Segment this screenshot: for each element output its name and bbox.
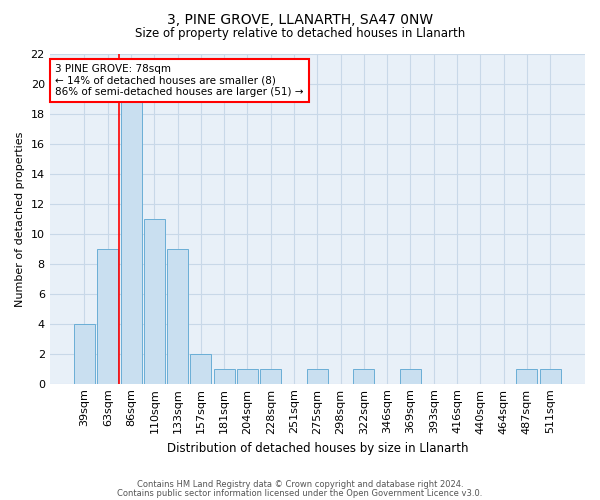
Bar bbox=[353, 368, 374, 384]
Bar bbox=[260, 368, 281, 384]
Bar bbox=[74, 324, 95, 384]
Text: Size of property relative to detached houses in Llanarth: Size of property relative to detached ho… bbox=[135, 28, 465, 40]
Bar bbox=[540, 368, 560, 384]
Text: Contains public sector information licensed under the Open Government Licence v3: Contains public sector information licen… bbox=[118, 488, 482, 498]
Bar bbox=[237, 368, 258, 384]
Text: 3, PINE GROVE, LLANARTH, SA47 0NW: 3, PINE GROVE, LLANARTH, SA47 0NW bbox=[167, 12, 433, 26]
Bar bbox=[307, 368, 328, 384]
Bar bbox=[121, 99, 142, 384]
Y-axis label: Number of detached properties: Number of detached properties bbox=[15, 131, 25, 306]
Bar bbox=[214, 368, 235, 384]
Bar bbox=[97, 249, 118, 384]
Bar bbox=[167, 249, 188, 384]
Bar bbox=[400, 368, 421, 384]
Bar bbox=[144, 219, 165, 384]
Bar bbox=[517, 368, 538, 384]
Text: 3 PINE GROVE: 78sqm
← 14% of detached houses are smaller (8)
86% of semi-detache: 3 PINE GROVE: 78sqm ← 14% of detached ho… bbox=[55, 64, 304, 97]
X-axis label: Distribution of detached houses by size in Llanarth: Distribution of detached houses by size … bbox=[167, 442, 468, 455]
Text: Contains HM Land Registry data © Crown copyright and database right 2024.: Contains HM Land Registry data © Crown c… bbox=[137, 480, 463, 489]
Bar bbox=[190, 354, 211, 384]
